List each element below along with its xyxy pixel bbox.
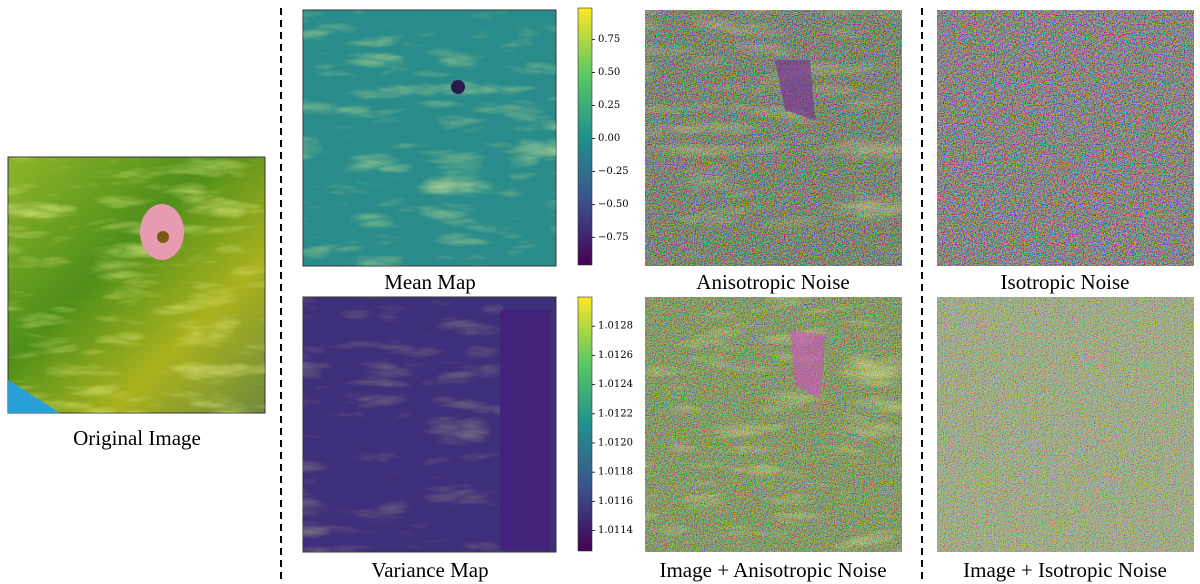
variance-map-image [303, 297, 556, 552]
colorbar-tick-label: 0.75 [598, 34, 620, 45]
colorbar-tick-label: 1.0116 [598, 496, 633, 507]
caption: Isotropic Noise [1001, 270, 1130, 294]
colorbar-tick-label: 1.0122 [598, 408, 633, 419]
colorbar-tick-label: 1.0114 [598, 525, 633, 536]
colorbar-tick-label: 1.0128 [598, 321, 633, 332]
colorbar-ticks: 1.0114 1.0116 1.0118 1.0120 1.0122 1.0124 1.01… [592, 321, 633, 536]
colorbar-ticks: −0.75 −0.50 −0.25 0.00 0.25 0.50 0.75 [592, 34, 629, 243]
colorbar-tick-label: 1.0118 [598, 467, 633, 478]
mean-map-image [303, 10, 556, 266]
isotropic-noise-image [937, 10, 1194, 266]
colorbar-tick-label: 1.0124 [598, 379, 633, 390]
colorbar-tick-label: 1.0126 [598, 350, 633, 361]
anisotropic-noise-image [645, 10, 902, 266]
figure: Original Image Mean Map −0.75 −0.50 −0.25 0… [0, 0, 1200, 584]
colorbar-tick-label: −0.50 [598, 199, 629, 210]
colorbar [578, 8, 592, 265]
colorbar-tick-label: −0.25 [598, 166, 629, 177]
caption: Original Image [73, 426, 201, 450]
original-image [8, 157, 265, 413]
colorbar-tick-label: 0.25 [598, 100, 620, 111]
colorbar [578, 297, 592, 551]
colorbar-tick-label: −0.75 [598, 232, 629, 243]
colorbar-tick-label: 0.00 [598, 133, 620, 144]
caption: Variance Map [371, 558, 488, 582]
caption: Image + Anisotropic Noise [659, 558, 886, 582]
caption: Anisotropic Noise [696, 270, 849, 294]
caption: Image + Isotropic Noise [963, 558, 1167, 582]
colorbar-tick-label: 1.0120 [598, 437, 633, 448]
colorbar-tick-label: 0.50 [598, 67, 620, 78]
image-plus-isotropic-image [937, 297, 1194, 552]
caption: Mean Map [384, 270, 476, 294]
image-plus-anisotropic-image [645, 297, 902, 552]
